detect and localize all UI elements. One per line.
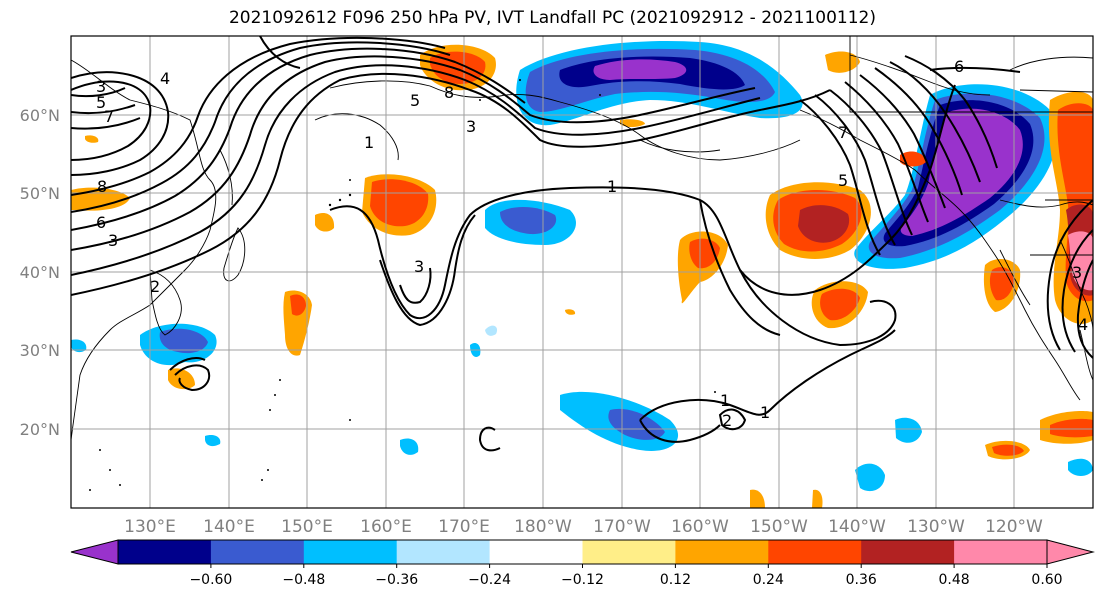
colorbar-tick-label: −0.24	[468, 572, 511, 588]
colorbar-tick-label: 0.24	[753, 572, 784, 588]
colorbar-tick-label: 0.48	[939, 572, 970, 588]
contour-label: 8	[97, 177, 107, 196]
colorbar-segment	[303, 540, 398, 564]
positive-region	[992, 444, 1024, 456]
negative-region	[593, 59, 687, 80]
contour-label: 3	[96, 77, 106, 96]
colorbar-segment	[396, 540, 491, 564]
positive-region	[565, 309, 576, 315]
colorbar-segment	[489, 540, 583, 564]
colorbar-tick-label: −0.12	[561, 572, 604, 588]
negative-region	[855, 463, 885, 492]
contour-label: 1	[607, 177, 617, 196]
colorbar-tick-label: −0.48	[282, 572, 325, 588]
negative-region	[900, 108, 1023, 236]
map-frame	[70, 35, 1094, 509]
islands	[89, 79, 716, 491]
colorbar-segment	[582, 540, 676, 564]
contour-label: 7	[104, 107, 114, 126]
contour-label: 1	[760, 403, 770, 422]
lon-label: 130°W	[907, 517, 965, 537]
lon-label: 160°W	[671, 517, 729, 537]
positive-region	[989, 267, 1014, 301]
contour-label: 4	[1078, 315, 1088, 334]
lat-label: 40°N	[20, 263, 60, 282]
lat-label: 50°N	[20, 184, 60, 203]
lat-label: 20°N	[20, 420, 60, 439]
lon-label: 170°W	[593, 517, 651, 537]
pv-contours	[71, 36, 1093, 452]
positive-region	[85, 135, 99, 143]
contour-label: 1	[364, 133, 374, 152]
positive-region	[315, 212, 335, 232]
colorbar-extend-left	[70, 539, 119, 565]
positive-region	[620, 119, 645, 127]
negative-region	[71, 339, 87, 353]
positive-region	[812, 489, 823, 508]
contour-label: 6	[954, 57, 964, 76]
positive-region	[798, 205, 850, 243]
colorbar: −0.60 −0.48 −0.36 −0.24 −0.12 0.12 0.24 0.36 0.4…	[70, 539, 1095, 588]
contour-label: 6	[96, 213, 106, 232]
contour-label: 1	[720, 391, 730, 410]
contour-label: 3	[108, 231, 118, 250]
lon-label: 150°W	[750, 517, 808, 537]
colorbar-extend-right	[1046, 539, 1095, 565]
map-title: 2021092612 F096 250 hPa PV, IVT Landfall…	[228, 8, 876, 28]
negative-region	[1068, 458, 1093, 476]
shaded-field	[71, 40, 1093, 508]
negative-region	[485, 325, 498, 336]
positive-region	[750, 489, 765, 508]
negative-region	[608, 408, 665, 440]
negative-region	[159, 328, 208, 354]
colorbar-tick-label: 0.12	[660, 572, 691, 588]
contour-label: 5	[838, 171, 848, 190]
contour-labels: 3 4 5 7 8 6 3 2 1 8 5 3 1 3 6 7 5 1 2 1 …	[96, 57, 1088, 430]
latitude-labels: 60°N 50°N 40°N 30°N 20°N	[20, 106, 60, 439]
colorbar-tick-label: −0.36	[375, 572, 418, 588]
positive-region	[168, 368, 195, 390]
negative-region	[500, 206, 557, 235]
lon-label: 150°E	[281, 517, 333, 537]
contour-label: 3	[1072, 263, 1082, 282]
colorbar-tick-label: 0.36	[846, 572, 877, 588]
lon-label: 170°E	[438, 517, 490, 537]
lat-label: 30°N	[20, 341, 60, 360]
lon-label: 140°E	[203, 517, 255, 537]
negative-region	[400, 438, 419, 455]
positive-region	[820, 288, 860, 321]
colorbar-segment	[675, 540, 769, 564]
positive-region	[290, 294, 306, 316]
contour-label: 4	[160, 69, 170, 88]
lon-label: 120°W	[985, 517, 1043, 537]
colorbar-segment	[861, 540, 955, 564]
positive-region	[1050, 418, 1093, 438]
lon-label: 160°E	[360, 517, 412, 537]
colorbar-tick-label: −0.60	[189, 572, 232, 588]
coastlines	[71, 36, 1093, 441]
contour-label: 3	[414, 257, 424, 276]
colorbar-segment	[768, 540, 862, 564]
contour-label: 2	[150, 277, 160, 296]
contour-label: 2	[722, 411, 732, 430]
colorbar-segment	[954, 540, 1048, 564]
contour-label: 8	[444, 83, 454, 102]
negative-region	[895, 417, 922, 443]
colorbar-tick-label: 0.60	[1031, 572, 1062, 588]
contour-label: 7	[838, 123, 848, 142]
contour-label: 5	[410, 91, 420, 110]
lon-label: 140°W	[828, 517, 886, 537]
colorbar-segment	[118, 540, 212, 564]
lon-label: 130°E	[124, 517, 176, 537]
longitude-labels: 130°E 140°E 150°E 160°E 170°E 180°W 170°…	[124, 517, 1043, 537]
colorbar-segment	[210, 540, 305, 564]
positive-region	[370, 179, 429, 227]
contour-label: 3	[466, 117, 476, 136]
contour-label: 5	[96, 93, 106, 112]
lat-label: 60°N	[20, 106, 60, 125]
lon-label: 180°W	[514, 517, 572, 537]
positive-region	[825, 51, 860, 73]
negative-region	[205, 434, 221, 447]
